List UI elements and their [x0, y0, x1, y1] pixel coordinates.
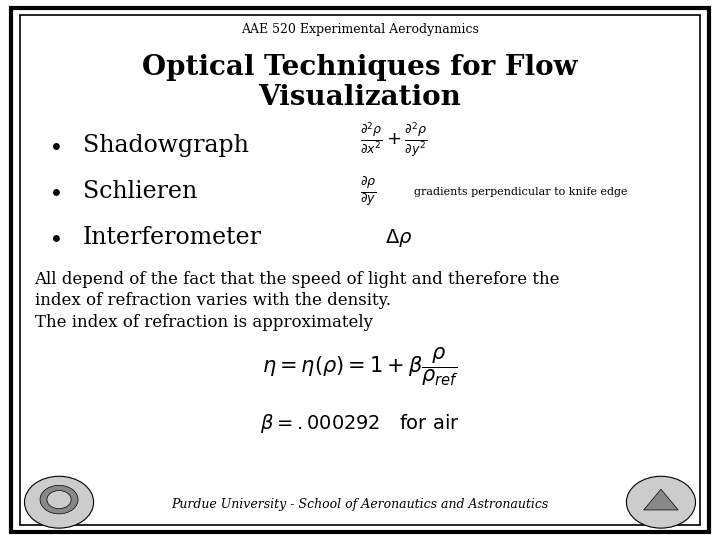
Text: Interferometer: Interferometer	[83, 226, 262, 249]
FancyBboxPatch shape	[11, 8, 709, 532]
Polygon shape	[644, 489, 678, 510]
Text: $\Delta\rho$: $\Delta\rho$	[385, 227, 413, 248]
Circle shape	[40, 485, 78, 514]
Text: Visualization: Visualization	[258, 84, 462, 111]
Text: All depend of the fact that the speed of light and therefore the: All depend of the fact that the speed of…	[35, 271, 560, 288]
Text: $\frac{\partial^2 \rho}{\partial x^2} + \frac{\partial^2 \rho}{\partial y^2}$: $\frac{\partial^2 \rho}{\partial x^2} + …	[360, 120, 428, 160]
Text: index of refraction varies with the density.: index of refraction varies with the dens…	[35, 292, 390, 309]
Text: The index of refraction is approximately: The index of refraction is approximately	[35, 314, 372, 331]
Circle shape	[626, 476, 696, 528]
Text: $\bullet$: $\bullet$	[48, 134, 60, 157]
Text: Schlieren: Schlieren	[83, 180, 197, 203]
Text: $\bullet$: $\bullet$	[48, 180, 60, 203]
Text: Purdue University - School of Aeronautics and Astronautics: Purdue University - School of Aeronautic…	[171, 498, 549, 511]
FancyBboxPatch shape	[20, 15, 700, 525]
Text: Optical Techniques for Flow: Optical Techniques for Flow	[143, 54, 577, 81]
Text: AAE 520 Experimental Aerodynamics: AAE 520 Experimental Aerodynamics	[241, 23, 479, 36]
Circle shape	[24, 476, 94, 528]
Text: $\frac{\partial \rho}{\partial y}$: $\frac{\partial \rho}{\partial y}$	[360, 175, 377, 208]
Circle shape	[47, 490, 71, 509]
Text: $\beta = .000292 \quad \mathrm{for\ air}$: $\beta = .000292 \quad \mathrm{for\ air}…	[260, 413, 460, 435]
Text: gradients perpendicular to knife edge: gradients perpendicular to knife edge	[414, 187, 628, 197]
Text: Shadowgraph: Shadowgraph	[83, 134, 248, 157]
Text: $\bullet$: $\bullet$	[48, 226, 60, 249]
Text: $\eta = \eta(\rho) = 1 + \beta \dfrac{\rho}{\rho_{ref}}$: $\eta = \eta(\rho) = 1 + \beta \dfrac{\r…	[261, 346, 459, 388]
